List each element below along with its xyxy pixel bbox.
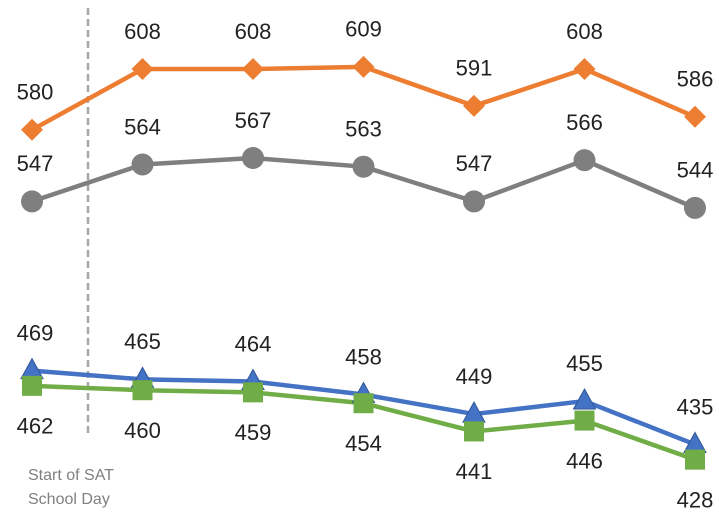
data-label: 469 [17,320,54,345]
data-label: 580 [17,80,54,105]
data-label: 608 [235,19,272,44]
marker-square [464,421,484,442]
marker-square [574,410,595,431]
marker-diamond [131,58,154,81]
data-label: 563 [345,117,382,142]
marker-square [243,382,263,403]
data-label: 464 [235,331,272,356]
data-label: 608 [124,19,161,44]
data-label: 566 [566,110,603,135]
data-label: 547 [17,151,54,176]
annotation: Start of SAT [28,467,114,484]
marker-square [22,375,42,396]
data-label: 428 [677,487,714,512]
data-label: 547 [456,151,493,176]
data-label: 465 [124,329,161,354]
marker-diamond [684,105,706,128]
marker-circle [684,196,706,219]
data-label: 608 [566,19,603,44]
data-label: 609 [345,17,382,42]
marker-circle [463,190,485,213]
marker-diamond [463,94,485,117]
marker-circle [21,190,43,213]
marker-triangle [20,357,44,380]
marker-triangle [572,388,597,410]
data-label: 462 [17,414,54,439]
annotation: School Day [28,491,110,508]
marker-square [685,449,705,470]
data-label: 544 [677,158,714,183]
data-label: 458 [345,344,382,369]
marker-square [353,393,374,414]
data-label: 455 [566,351,603,376]
marker-circle [242,147,264,170]
data-label: 564 [124,114,161,139]
data-label: 441 [456,459,493,484]
marker-diamond [21,118,43,141]
data-label: 459 [235,420,272,445]
data-label: 567 [235,108,272,133]
marker-diamond [352,55,375,78]
data-label: 449 [456,364,493,389]
marker-square [132,380,153,401]
data-label: 435 [677,394,714,419]
marker-diamond [573,58,596,81]
marker-circle [573,149,596,172]
marker-circle [352,155,375,178]
marker-circle [131,153,154,176]
data-label: 446 [566,448,603,473]
data-label: 454 [345,431,382,456]
data-label: 460 [124,418,161,443]
marker-diamond [242,58,264,81]
data-label: 586 [677,67,714,92]
data-label: 591 [456,56,493,81]
